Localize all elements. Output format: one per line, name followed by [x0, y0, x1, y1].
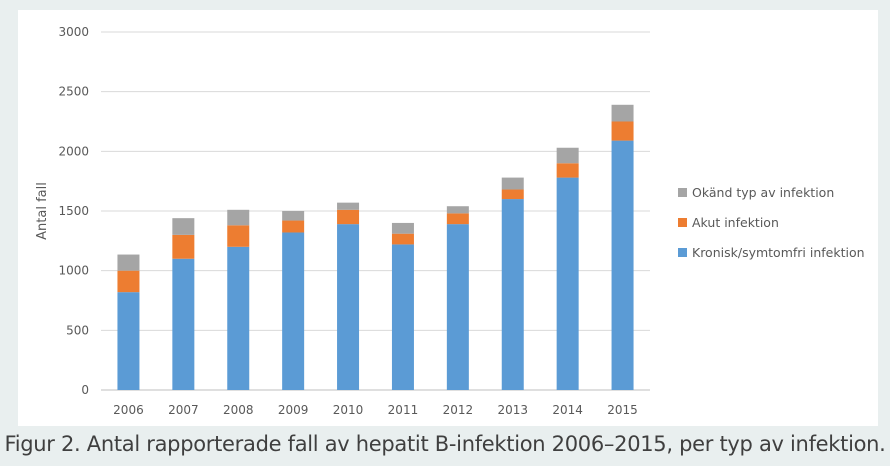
legend-swatch — [678, 188, 687, 197]
bar-segment — [611, 121, 634, 141]
bar-segment — [172, 234, 195, 259]
figure-caption: Figur 2. Antal rapporterade fall av hepa… — [4, 432, 886, 456]
legend-swatch — [678, 218, 687, 227]
bar-segment — [501, 189, 524, 200]
bar-segment — [446, 213, 469, 225]
x-tick-label: 2013 — [497, 403, 528, 417]
bar-segment — [611, 140, 634, 390]
bar-segment — [117, 254, 140, 271]
x-tick-label: 2007 — [168, 403, 199, 417]
bar-segment — [227, 225, 250, 247]
y-tick-label: 3000 — [58, 25, 89, 39]
legend-swatch — [678, 248, 687, 257]
bar-segment — [117, 270, 140, 293]
bar-segment — [227, 246, 250, 390]
bar-segment — [337, 224, 360, 390]
chart-panel: 0 500 1000 1500 2000 2500 3000 Antal fall 2006 20… — [18, 10, 878, 426]
stacked-bar-chart: 0 500 1000 1500 2000 2500 3000 Antal fall 2006 20… — [35, 25, 865, 417]
x-tick-label: 2011 — [388, 403, 419, 417]
bar-segment — [391, 222, 414, 234]
bar-segment — [282, 232, 305, 390]
bar-segment — [611, 104, 634, 122]
x-tick-label: 2010 — [333, 403, 364, 417]
bar-segment — [501, 177, 524, 190]
bar-segment — [501, 199, 524, 390]
bar-segment — [446, 224, 469, 390]
bar-segment — [556, 163, 579, 178]
x-tick-label: 2014 — [552, 403, 583, 417]
bar-segment — [556, 177, 579, 390]
bar-segment — [117, 292, 140, 390]
bar-segment — [337, 209, 360, 225]
bar-segment — [337, 202, 360, 210]
bar-segment — [227, 209, 250, 226]
legend-label: Okänd typ av infektion — [692, 185, 834, 200]
x-tick-label: 2006 — [113, 403, 144, 417]
x-tick-label: 2012 — [443, 403, 474, 417]
bar-segment — [446, 206, 469, 214]
legend-label: Akut infektion — [692, 215, 779, 230]
x-tick-label: 2015 — [607, 403, 638, 417]
y-tick-label: 0 — [81, 383, 89, 397]
y-axis-title: Antal fall — [35, 182, 50, 240]
y-tick-label: 1500 — [58, 204, 89, 218]
bar-segment — [556, 147, 579, 164]
x-tick-label: 2008 — [223, 403, 254, 417]
x-tick-label: 2009 — [278, 403, 309, 417]
bar-segment — [391, 233, 414, 245]
bar-segment — [282, 211, 305, 221]
y-tick-label: 1000 — [58, 264, 89, 278]
y-tick-label: 2000 — [58, 144, 89, 158]
bar-segment — [172, 218, 195, 235]
bar-segment — [172, 258, 195, 390]
y-tick-label: 500 — [66, 323, 89, 337]
bar-segment — [282, 220, 305, 233]
legend-label: Kronisk/symtomfri infektion — [692, 245, 865, 260]
y-tick-label: 2500 — [58, 85, 89, 99]
bar-segment — [391, 244, 414, 390]
